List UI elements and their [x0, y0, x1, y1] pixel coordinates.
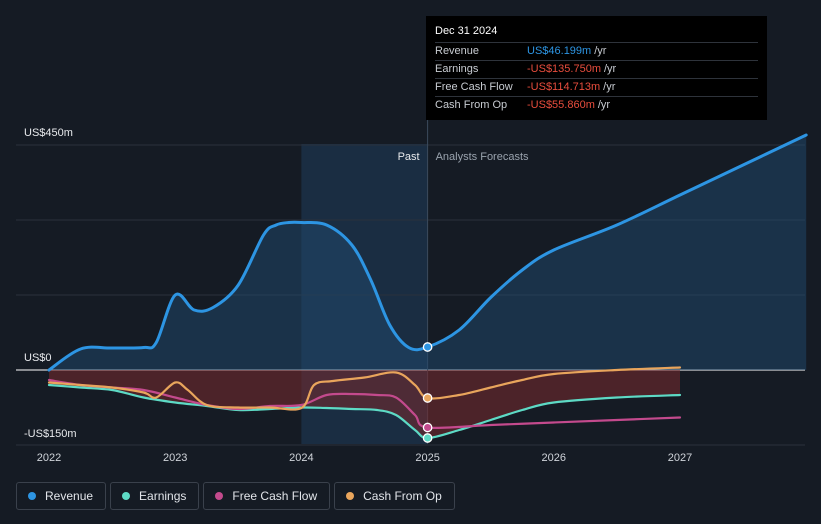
- revenue-area: [49, 135, 807, 370]
- tooltip-value: US$46.199m: [527, 45, 592, 57]
- legend-label: Revenue: [45, 489, 94, 503]
- free-cash-flow-line: [47, 378, 682, 430]
- legend-item-free-cash-flow[interactable]: Free Cash Flow: [203, 482, 331, 510]
- legend-item-earnings[interactable]: Earnings: [110, 482, 200, 510]
- x-axis-label: 2026: [542, 452, 566, 464]
- earnings-negative-area: [49, 370, 680, 438]
- y-axis-label: -US$150m: [24, 428, 77, 440]
- legend-label: Earnings: [139, 489, 187, 503]
- legend-dot-icon: [122, 492, 131, 500]
- chart-markers: [422, 342, 433, 443]
- chart-areas: [49, 135, 807, 438]
- tooltip-value: -US$55.860m: [527, 99, 595, 111]
- tooltip-label: Cash From Op: [435, 99, 508, 111]
- tooltip-unit: /yr: [603, 81, 616, 93]
- tooltip-row-cash-from-op: Cash From Op -US$55.860m /yr: [435, 97, 758, 114]
- tooltip-value: -US$114.713m: [527, 81, 601, 93]
- past-label: Past: [398, 151, 420, 163]
- tooltip-label: Revenue: [435, 45, 480, 57]
- x-axis-label: 2024: [289, 452, 313, 464]
- tooltip-unit: /yr: [604, 63, 617, 75]
- legend-dot-icon: [346, 492, 355, 500]
- tooltip-date: Dec 31 2024: [435, 24, 758, 43]
- x-axis-label: 2022: [37, 452, 61, 464]
- earnings-marker: [422, 433, 433, 443]
- legend-label: Free Cash Flow: [232, 489, 318, 503]
- legend-label: Cash From Op: [363, 489, 442, 503]
- tooltip: Dec 31 2024 Revenue US$46.199m /yr Earni…: [426, 16, 767, 120]
- tooltip-row-earnings: Earnings -US$135.750m /yr: [435, 61, 758, 79]
- legend-dot-icon: [28, 492, 36, 500]
- legend-item-cash-from-op[interactable]: Cash From Op: [334, 482, 455, 510]
- cash-from-op-marker: [422, 393, 433, 403]
- cash-from-op-line: [47, 366, 682, 411]
- x-axis-label: 2027: [668, 452, 692, 464]
- legend: Revenue Earnings Free Cash Flow Cash Fro…: [16, 482, 459, 512]
- forecast-label: Analysts Forecasts: [436, 151, 529, 163]
- x-axis-label: 2023: [163, 452, 187, 464]
- free-cash-flow-marker: [422, 422, 433, 433]
- tooltip-unit: /yr: [594, 45, 607, 57]
- tooltip-label: Earnings: [435, 63, 479, 75]
- revenue-marker: [422, 342, 433, 352]
- tooltip-row-revenue: Revenue US$46.199m /yr: [435, 43, 758, 61]
- revenue-line: [47, 133, 808, 372]
- earnings-line: [47, 383, 682, 440]
- tooltip-label: Free Cash Flow: [435, 81, 513, 93]
- x-axis-label: 2025: [415, 452, 439, 464]
- chart-lines: [47, 133, 808, 440]
- tooltip-row-free-cash-flow: Free Cash Flow -US$114.713m /yr: [435, 79, 758, 97]
- y-axis-label: US$450m: [24, 127, 73, 139]
- legend-dot-icon: [215, 492, 224, 500]
- tooltip-unit: /yr: [597, 99, 611, 111]
- y-axis-label: US$0: [24, 352, 52, 364]
- legend-item-revenue[interactable]: Revenue: [16, 482, 107, 510]
- chart-labels: US$450m US$0 -US$150m 2022 2023 2024 2025 2026 2…: [24, 127, 692, 464]
- tooltip-value: -US$135.750m: [527, 63, 601, 75]
